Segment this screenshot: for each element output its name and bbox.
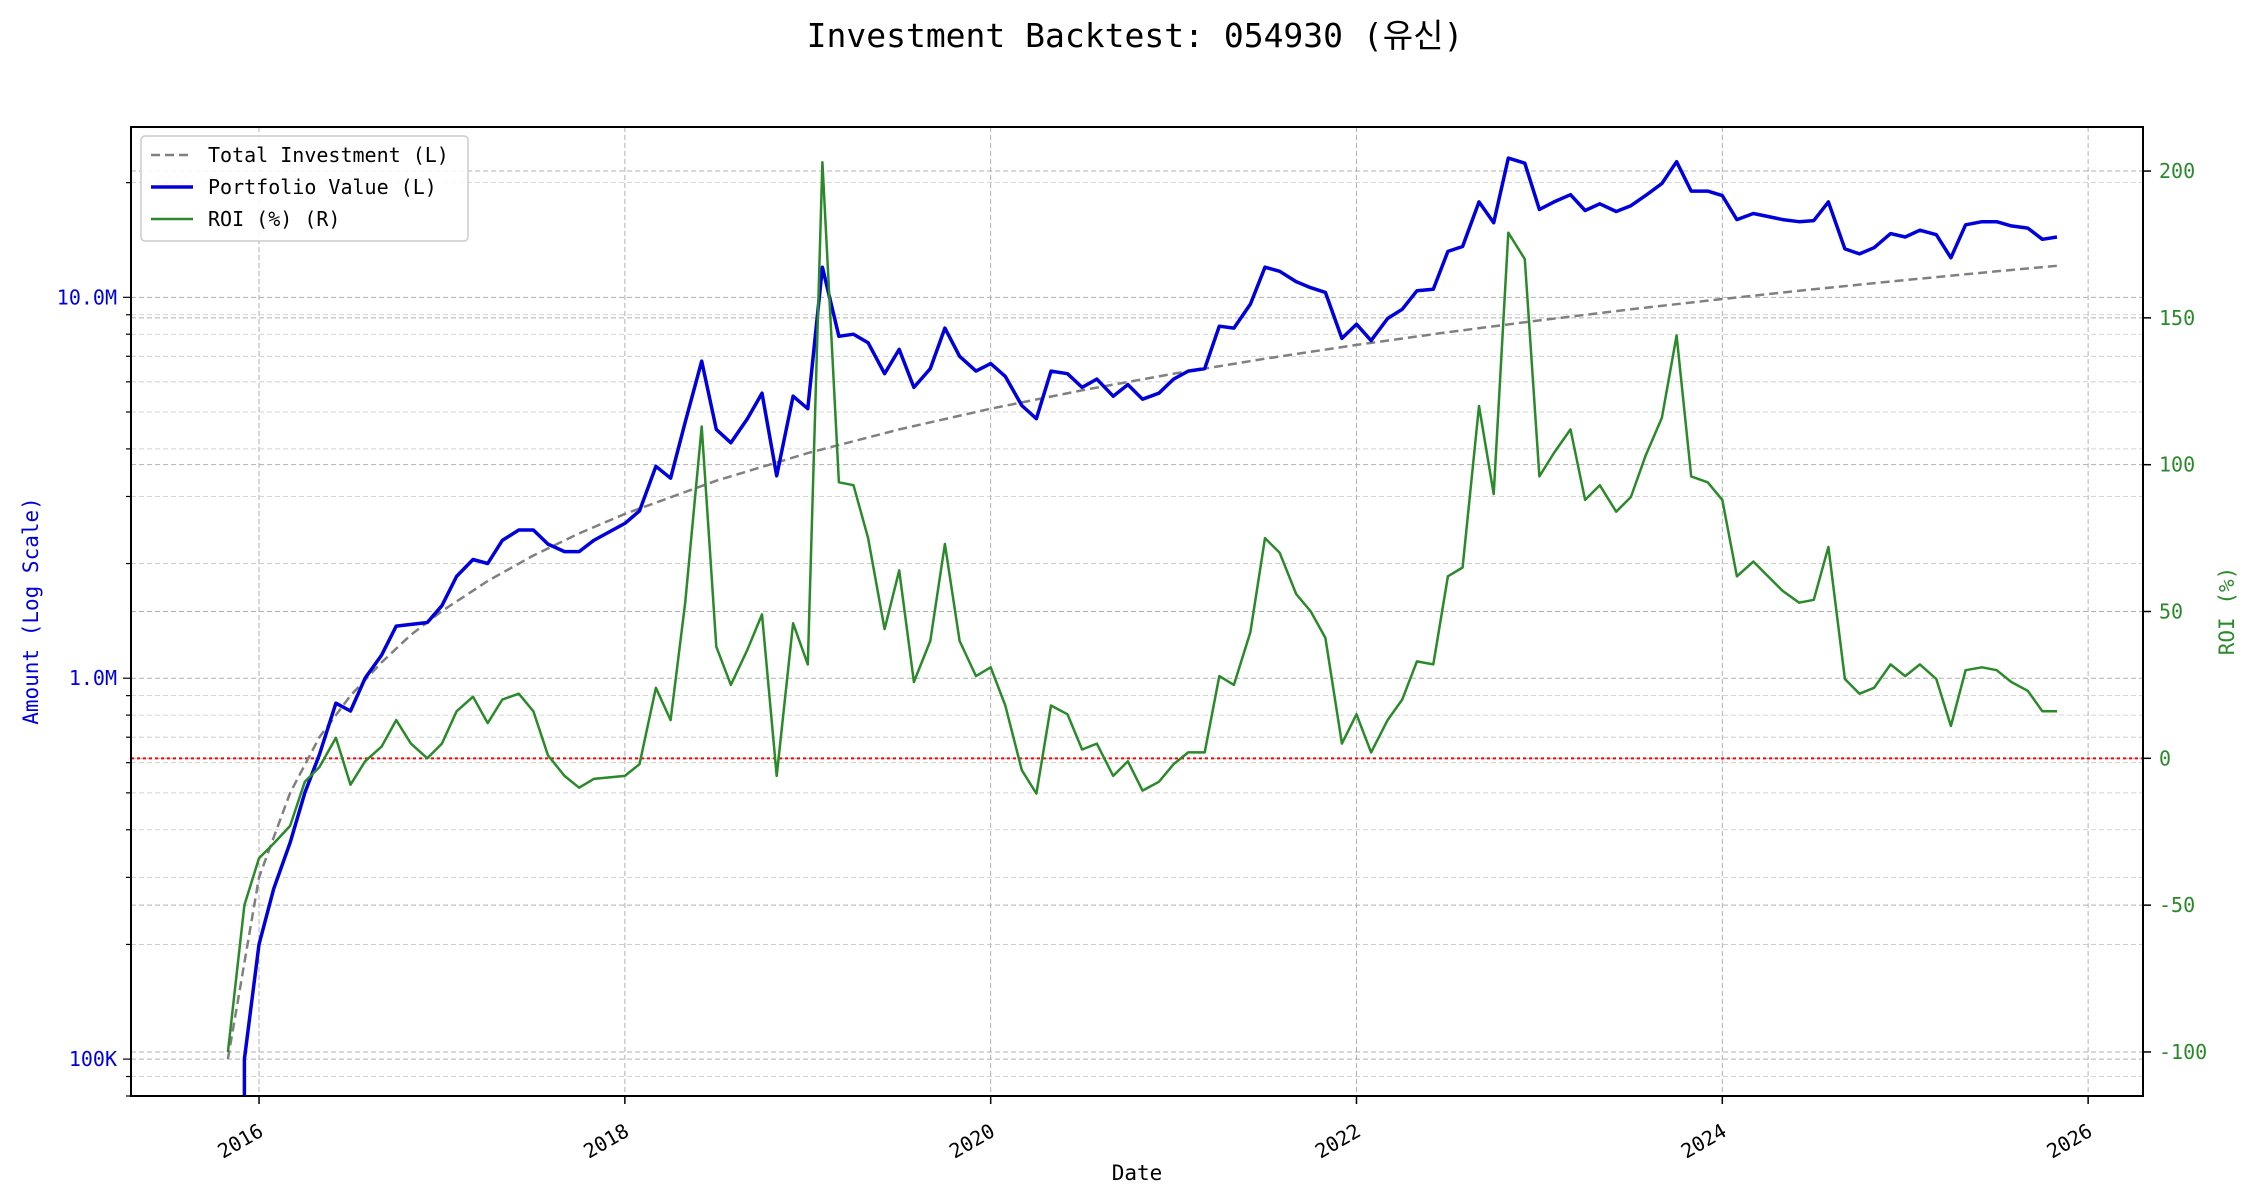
y-right-tick-label: 100 [2159,453,2195,477]
y-axis-left-label: Amount (Log Scale) [19,497,43,725]
y-left-tick-label: 1.0M [69,666,117,690]
y-left-tick-label: 100K [69,1047,117,1071]
legend-label: Total Investment (L) [208,143,449,167]
legend-box [140,135,469,242]
legend-label: ROI (%) (R) [208,207,340,231]
y-right-tick-label: 150 [2159,306,2195,330]
series-layer [226,156,2058,1096]
x-tick-label: 2018 [579,1118,633,1163]
series-line-2 [226,160,2057,1053]
x-tick-label: 2022 [1311,1118,1365,1163]
x-tick-label: 2026 [2043,1118,2097,1163]
chart-title: Investment Backtest: 054930 (유신) [807,16,1464,55]
x-tick-label: 2020 [945,1118,999,1163]
grid [131,127,2143,1097]
series-line-1 [242,156,2058,1096]
y-right-tick-label: 0 [2159,746,2171,770]
x-tick-label: 2016 [213,1118,267,1163]
y-left-tick-label: 10.0M [57,285,117,309]
series-line-0 [226,264,2058,1060]
plot-frame [130,126,2144,1097]
y-right-tick-label: -50 [2159,893,2195,917]
x-axis-label: Date [1112,1161,1163,1185]
legend-label: Portfolio Value (L) [208,175,437,199]
y-right-tick-label: 200 [2159,159,2195,183]
y-right-tick-label: 50 [2159,600,2183,624]
y-axis-right-label: ROI (%) [2215,567,2239,656]
x-tick-label: 2024 [1677,1118,1731,1163]
legend: Total Investment (L) Portfolio Value (L) R… [140,135,469,242]
y-right-tick-label: -100 [2159,1040,2207,1064]
